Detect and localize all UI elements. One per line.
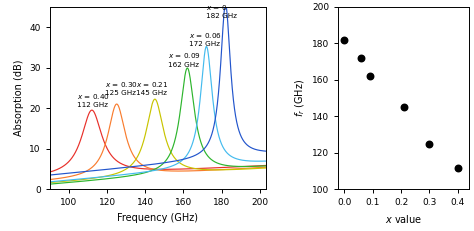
X-axis label: Frequency (GHz): Frequency (GHz) bbox=[117, 213, 198, 223]
Y-axis label: Absorption (dB): Absorption (dB) bbox=[14, 60, 24, 137]
Text: $x$ = 0.06
172 GHz: $x$ = 0.06 172 GHz bbox=[189, 31, 222, 48]
Text: $x$ = 0
182 GHz: $x$ = 0 182 GHz bbox=[206, 3, 237, 19]
Text: $x$ = 0.30
125 GHz: $x$ = 0.30 125 GHz bbox=[105, 80, 138, 96]
Point bbox=[366, 74, 374, 78]
Point bbox=[400, 106, 408, 109]
Point bbox=[357, 56, 365, 60]
Text: $x$ = 0.40
112 GHz: $x$ = 0.40 112 GHz bbox=[76, 92, 109, 108]
Point bbox=[340, 38, 348, 42]
Y-axis label: $f_r$ (GHz): $f_r$ (GHz) bbox=[293, 79, 307, 117]
Text: $x$ = 0.09
162 GHz: $x$ = 0.09 162 GHz bbox=[168, 51, 201, 68]
Point bbox=[426, 142, 433, 146]
Point bbox=[454, 166, 462, 169]
X-axis label: $x$ value: $x$ value bbox=[385, 213, 422, 225]
Text: $x$ = 0.21
145 GHz: $x$ = 0.21 145 GHz bbox=[136, 80, 168, 96]
